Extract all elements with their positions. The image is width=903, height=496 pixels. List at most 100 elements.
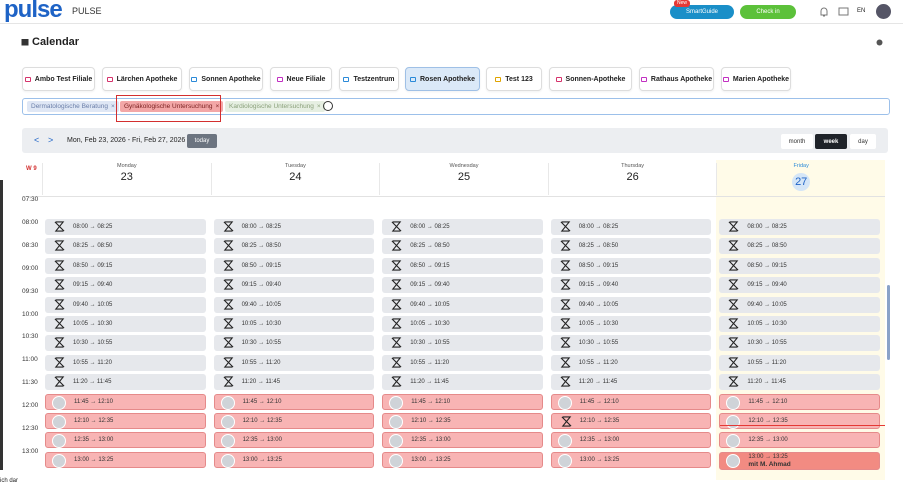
slot[interactable]: 09:40 → 10:05 [719, 296, 880, 313]
location-tab[interactable]: Testzentrum [339, 67, 399, 91]
slot[interactable]: 10:55 → 11:20 [382, 354, 543, 371]
slot[interactable]: 08:50 → 09:15 [382, 257, 543, 274]
slot[interactable]: 12:10 → 12:35 [45, 413, 206, 429]
chip-remove[interactable]: × [215, 103, 220, 110]
slot[interactable]: 12:10 → 12:35 [550, 413, 712, 429]
slot[interactable]: 13:00 → 13:25 [382, 451, 543, 468]
slot[interactable]: 11:45 → 12:10 [719, 393, 880, 410]
filter-chip[interactable]: Kardiologische Untersuchung × [225, 101, 325, 112]
slot[interactable]: 10:30 → 10:55 [719, 335, 880, 352]
settings-icon[interactable] [876, 39, 883, 46]
filter-chip[interactable]: Gynäkologische Untersuchung × [120, 101, 224, 112]
slot[interactable]: 10:30 → 10:55 [213, 335, 375, 352]
slot[interactable]: 12:35 → 13:00 [45, 432, 206, 449]
view-button[interactable]: day [850, 134, 876, 149]
slot[interactable]: 10:55 → 11:20 [719, 354, 880, 371]
slot[interactable]: 10:30 → 10:55 [382, 335, 543, 352]
smartguide-button[interactable]: SmartGuide [670, 5, 734, 19]
location-tab[interactable]: Sonnen Apotheke [189, 67, 263, 91]
slot[interactable]: 10:30 → 10:55 [550, 335, 712, 352]
language[interactable]: EN [857, 8, 866, 14]
slot[interactable]: 08:00 → 08:25 [213, 219, 375, 235]
slot[interactable]: 08:25 → 08:50 [213, 238, 375, 255]
slot[interactable]: 08:25 → 08:50 [719, 238, 880, 255]
slot[interactable]: 08:00 → 08:25 [382, 219, 543, 235]
location-tab[interactable]: Neue Filiale [270, 67, 332, 91]
slot[interactable]: 09:15 → 09:40 [719, 277, 880, 294]
scrollbar[interactable] [887, 285, 890, 360]
slot[interactable]: 12:10 → 12:35 [719, 413, 880, 429]
mail-icon[interactable] [838, 7, 850, 17]
avatar[interactable] [876, 4, 891, 19]
slot[interactable]: 11:45 → 12:10 [213, 393, 375, 410]
slot[interactable]: 10:05 → 10:30 [550, 316, 712, 332]
slot[interactable]: 10:05 → 10:30 [213, 316, 375, 332]
slot[interactable]: 12:35 → 13:00 [382, 432, 543, 449]
prev-button[interactable]: < [34, 135, 40, 145]
slot[interactable]: 11:20 → 11:45 [719, 374, 880, 391]
slot-time: 08:25 → 08:50 [73, 243, 113, 250]
slot[interactable]: 08:25 → 08:50 [382, 238, 543, 255]
chip-remove[interactable]: × [316, 103, 321, 110]
slot[interactable]: 09:15 → 09:40 [45, 277, 206, 294]
slot[interactable]: 13:00 → 13:25 mit M. Ahmad [719, 451, 880, 470]
location-tab[interactable]: Test 123 [486, 67, 542, 91]
slot[interactable]: 12:10 → 12:35 [213, 413, 375, 429]
slot[interactable]: 11:45 → 12:10 [550, 393, 712, 410]
slot[interactable]: 12:35 → 13:00 [719, 432, 880, 449]
slot[interactable]: 09:15 → 09:40 [382, 277, 543, 294]
slot[interactable]: 08:50 → 09:15 [719, 257, 880, 274]
slot[interactable]: 08:50 → 09:15 [213, 257, 375, 274]
chip-remove[interactable]: × [110, 103, 115, 110]
today-button[interactable]: today [187, 134, 217, 148]
slot[interactable]: 10:05 → 10:30 [719, 316, 880, 332]
slot[interactable]: 09:40 → 10:05 [550, 296, 712, 313]
checkin-button[interactable]: Check in [740, 5, 796, 19]
slot[interactable]: 13:00 → 13:25 [45, 451, 206, 468]
blocked-icon [560, 240, 571, 252]
slot[interactable]: 11:20 → 11:45 [550, 374, 712, 391]
view-button[interactable]: month [781, 134, 813, 149]
slot[interactable]: 10:55 → 11:20 [550, 354, 712, 371]
notification-icon[interactable] [818, 6, 830, 18]
slot[interactable]: 12:35 → 13:00 [550, 432, 712, 449]
slot[interactable]: 10:05 → 10:30 [45, 316, 206, 332]
slot[interactable]: 13:00 → 13:25 [550, 451, 712, 468]
next-button[interactable]: > [48, 135, 54, 145]
location-tab[interactable]: Ambo Test Filiale [22, 67, 95, 91]
filter-chip[interactable]: Dermatologische Beratung × [27, 101, 119, 112]
slot[interactable]: 09:40 → 10:05 [213, 296, 375, 313]
slot[interactable]: 08:25 → 08:50 [550, 238, 712, 255]
add-filter[interactable] [323, 101, 333, 111]
slot[interactable]: 08:25 → 08:50 [45, 238, 206, 255]
slot[interactable]: 08:50 → 09:15 [45, 257, 206, 274]
slot[interactable]: 09:15 → 09:40 [213, 277, 375, 294]
blocked-icon [560, 337, 571, 349]
slot[interactable]: 10:30 → 10:55 [45, 335, 206, 352]
slot[interactable]: 12:10 → 12:35 [382, 413, 543, 429]
slot[interactable]: 11:20 → 11:45 [213, 374, 375, 391]
location-tab[interactable]: Lärchen Apotheke [102, 67, 182, 91]
location-tab[interactable]: Rathaus Apotheke [639, 67, 714, 91]
slot[interactable]: 10:05 → 10:30 [382, 316, 543, 332]
location-tab[interactable]: Sonnen-Apotheke [549, 67, 632, 91]
view-button[interactable]: week [815, 134, 847, 149]
slot[interactable]: 08:00 → 08:25 [45, 219, 206, 235]
location-tab[interactable]: Rosen Apotheke [405, 67, 480, 91]
location-tab[interactable]: Marien Apotheke [721, 67, 791, 91]
slot[interactable]: 08:50 → 09:15 [550, 257, 712, 274]
slot[interactable]: 11:20 → 11:45 [382, 374, 543, 391]
slot[interactable]: 09:40 → 10:05 [382, 296, 543, 313]
slot[interactable]: 09:40 → 10:05 [45, 296, 206, 313]
slot[interactable]: 12:35 → 13:00 [213, 432, 375, 449]
slot[interactable]: 08:00 → 08:25 [719, 219, 880, 235]
slot[interactable]: 13:00 → 13:25 [213, 451, 375, 468]
filter-input[interactable] [22, 98, 890, 115]
slot[interactable]: 10:55 → 11:20 [213, 354, 375, 371]
slot[interactable]: 11:45 → 12:10 [382, 393, 543, 410]
slot[interactable]: 11:45 → 12:10 [45, 393, 206, 410]
slot[interactable]: 11:20 → 11:45 [45, 374, 206, 391]
slot[interactable]: 09:15 → 09:40 [550, 277, 712, 294]
slot[interactable]: 10:55 → 11:20 [45, 354, 206, 371]
slot[interactable]: 08:00 → 08:25 [550, 219, 712, 235]
